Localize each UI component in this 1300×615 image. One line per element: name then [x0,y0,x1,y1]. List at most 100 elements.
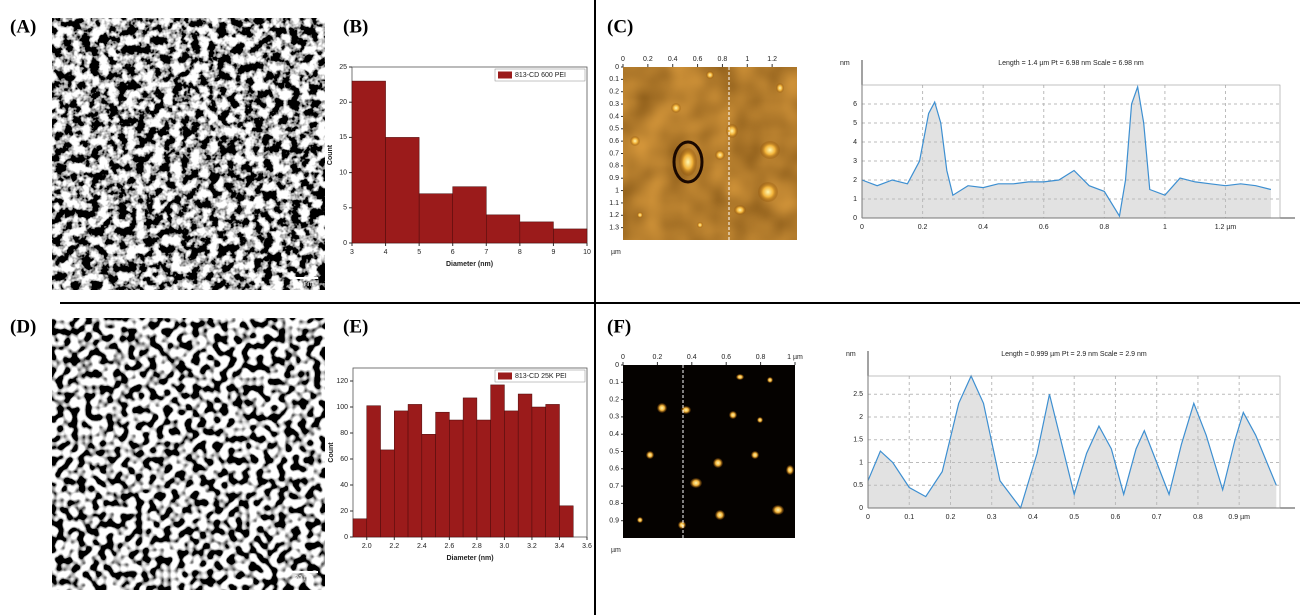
afm-y-tick-label: 0.8 [609,163,619,170]
afm-y-tick-label: 0.7 [609,150,619,157]
y-tick-label: 1 [853,196,857,203]
y-tick-label: 120 [336,378,348,385]
y-tick-label: 0 [853,215,857,222]
y-tick-label: 5 [343,205,347,212]
panel-label: (F) [607,316,631,337]
afm-x-tick-label: 1 µm [787,354,803,361]
x-tick-label: 1.2 µm [1215,224,1237,231]
bar [559,505,574,538]
x-tick-label: 0.4 [978,224,988,231]
y-axis-label: nm [846,351,856,358]
y-tick-label: 6 [853,101,857,108]
afm-x-tick-label: 0 [621,354,625,361]
bar [462,397,478,538]
bar [517,393,533,538]
afm-y-tick-label: 0.7 [609,483,619,490]
x-tick-label: 0.3 [987,514,997,521]
y-tick-label: 0.5 [853,482,863,489]
x-tick-label: 0.8 [1099,224,1109,231]
x-tick-label: 9 [551,249,555,256]
afm-y-tick-label: 0.9 [609,518,619,525]
afm-y-tick-label: 0.8 [609,500,619,507]
afm-y-tick-label: 0 [615,64,619,71]
x-tick-label: 0.2 [918,224,928,231]
afm-y-tick-label: 0.2 [609,396,619,403]
x-tick-label: 0.6 [1111,514,1121,521]
bar [394,410,409,538]
x-tick-label: 8 [518,249,522,256]
afm-x-tick-label: 1 [745,56,749,63]
bar [490,384,505,538]
afm-y-tick-label: 0.5 [609,448,619,455]
afm-x-tick-label: 0.8 [718,56,728,63]
x-tick-label: 7 [484,249,488,256]
y-tick-label: 60 [340,456,348,463]
y-tick-label: 0 [343,240,347,247]
afm-x-tick-label: 0.4 [668,56,678,63]
bar [351,80,386,244]
y-tick-label: 25 [339,64,347,71]
panel-label: (A) [10,16,36,37]
y-tick-label: 5 [853,120,857,127]
x-tick-label: 0.1 [904,514,914,521]
y-tick-label: 0 [859,505,863,512]
afm-y-tick-label: 0.1 [609,379,619,386]
y-tick-label: 3 [853,158,857,165]
legend-label: 813-CD 25K PEI [515,373,567,380]
x-tick-label: 0.6 [1039,224,1049,231]
x-tick-label: 2.4 [417,543,427,550]
bar [476,419,491,538]
bar [385,137,420,244]
afm-y-tick-label: 0.6 [609,138,619,145]
x-tick-label: 0.8 [1193,514,1203,521]
y-tick-label: 2 [853,177,857,184]
afm-x-tick-label: 0.6 [721,354,731,361]
afm-y-tick-label: 1.2 [609,212,619,219]
bar [553,228,588,244]
chart-title: Length = 0.999 µm Pt = 2.9 nm Scale = 2.… [1001,351,1147,358]
bar [380,449,395,538]
scale-bar-label: 20 nm [294,575,314,582]
panel-label: (B) [343,16,368,37]
x-tick-label: 0.2 [946,514,956,521]
legend-frame [494,369,586,383]
bar [418,193,453,244]
y-tick-label: 10 [339,169,347,176]
panel-label: (D) [10,316,36,337]
afm-y-tick-label: 0.5 [609,126,619,133]
profile-line [861,84,1272,218]
y-tick-label: 20 [339,99,347,106]
bar [449,419,464,538]
bar [452,186,487,244]
x-tick-label: 2.8 [472,543,482,550]
y-tick-label: 1.5 [853,437,863,444]
legend-frame [494,68,586,82]
afm-x-tick-label: 0 [621,56,625,63]
x-tick-label: 3.2 [527,543,537,550]
x-tick-label: 1 [1163,224,1167,231]
profile-area [862,86,1271,219]
y-tick-label: 2 [859,414,863,421]
tem-image [52,18,325,290]
chart-title: Length = 1.4 µm Pt = 6.98 nm Scale = 6.9… [998,60,1144,67]
x-tick-label: 0 [866,514,870,521]
plot-frame [867,375,1281,509]
bar [407,404,423,538]
afm-x-tick-label: 0.6 [693,56,703,63]
afm-y-tick-label: 0.3 [609,101,619,108]
bar [531,406,546,538]
afm-x-tick-label: 0.8 [756,354,766,361]
x-tick-label: 0.9 µm [1228,514,1250,521]
afm-x-tick-label: 1.2 [767,56,777,63]
y-tick-label: 80 [340,430,348,437]
bar [366,405,381,538]
afm-unit: µm [611,249,621,256]
afm-y-tick-label: 1.3 [609,224,619,231]
y-axis-label: Count [328,442,335,463]
afm-y-tick-label: 1 [615,187,619,194]
x-tick-label: 3 [350,249,354,256]
y-tick-label: 0 [344,534,348,541]
x-axis-label: Diameter (nm) [446,555,493,562]
afm-image [623,67,797,240]
bar [504,410,519,538]
